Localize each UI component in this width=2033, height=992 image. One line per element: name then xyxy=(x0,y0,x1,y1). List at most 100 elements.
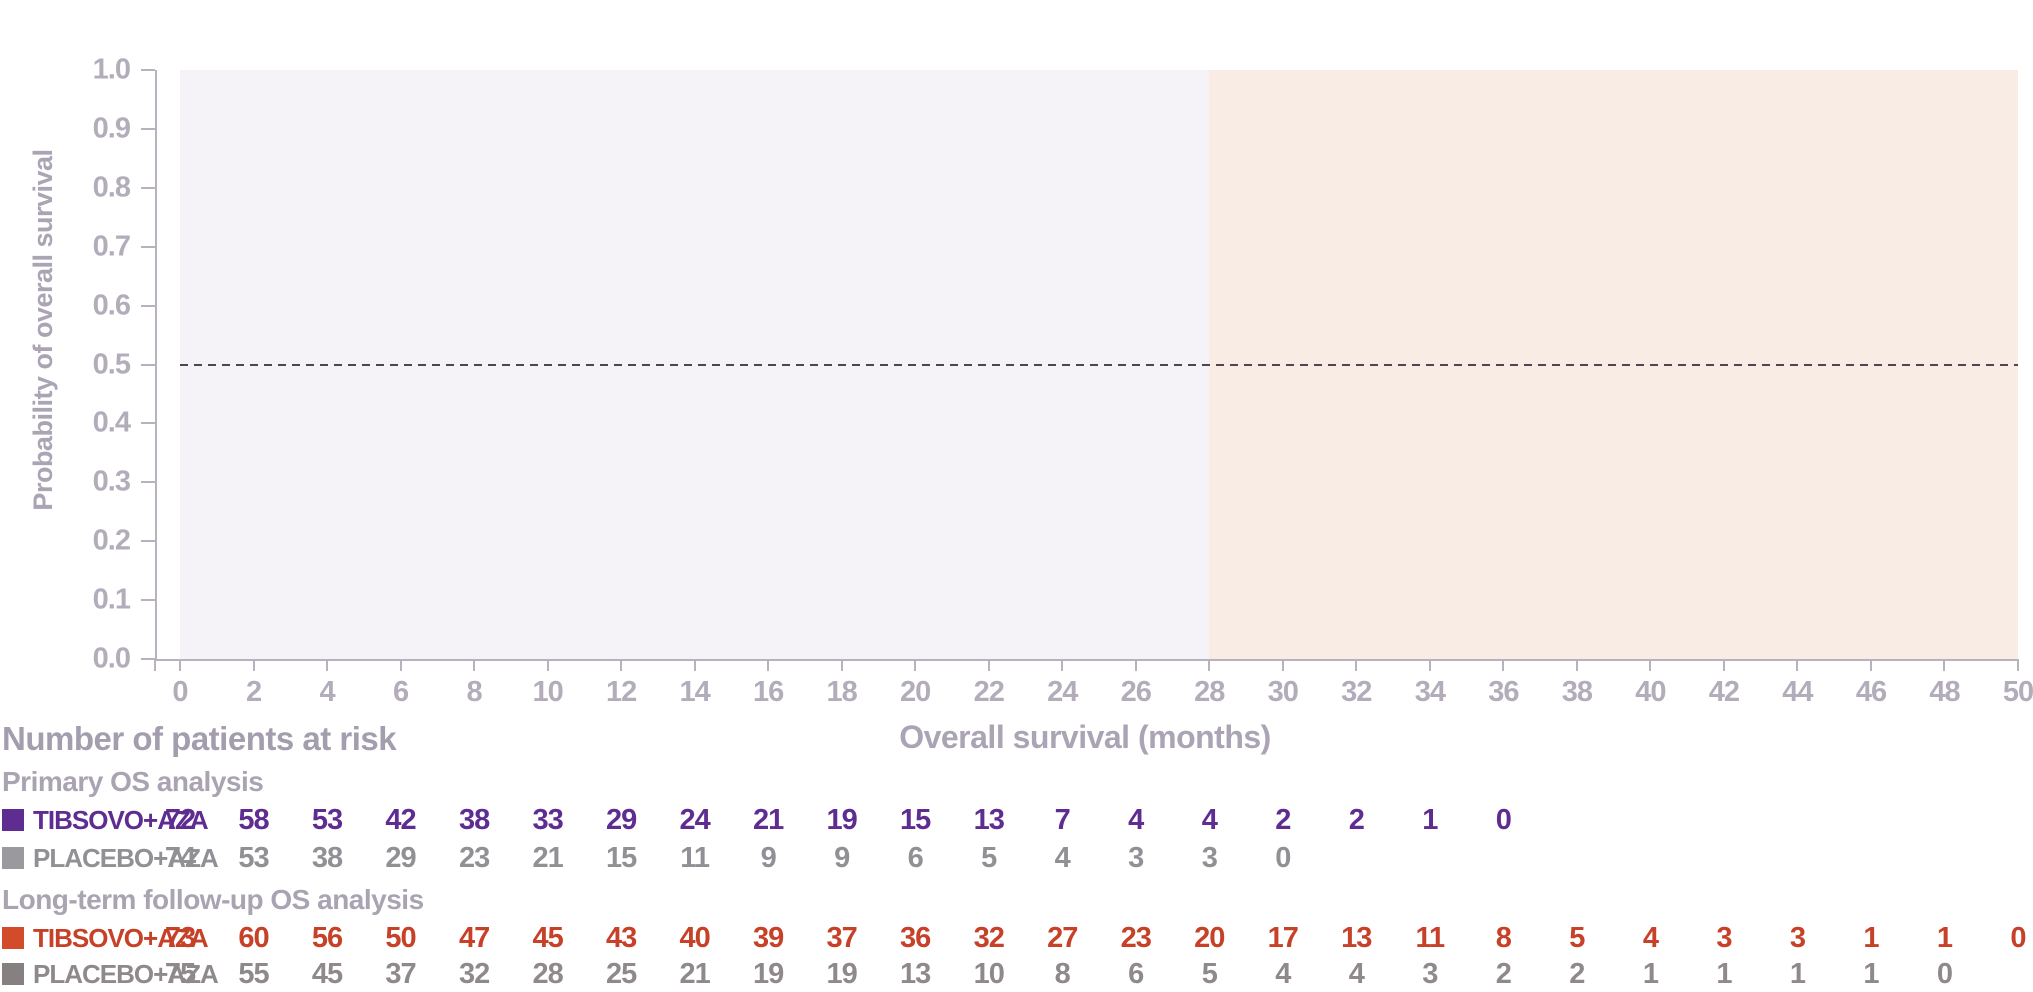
risk-value: 23 xyxy=(458,842,490,874)
y-tick-mark xyxy=(141,422,155,425)
x-tick-mark xyxy=(1355,659,1358,671)
x-tick-label: 22 xyxy=(973,676,1005,708)
risk-value: 4 xyxy=(1054,842,1071,874)
y-tick-mark xyxy=(141,540,155,543)
risk-value: 19 xyxy=(826,958,858,990)
risk-value: 55 xyxy=(238,958,269,990)
risk-value: 29 xyxy=(385,842,416,874)
x-tick-mark xyxy=(1943,659,1946,671)
risk-value: 45 xyxy=(311,958,343,990)
x-tick-label: 16 xyxy=(753,676,784,708)
risk-row-tibsovo-aza: TIBSOVO+AZA 73 60 56 50 47 45 43 40 39 37 36 32 27 23 2… xyxy=(0,920,2033,956)
x-axis-spine xyxy=(154,659,2018,661)
risk-value: 5 xyxy=(981,842,997,874)
risk-row-placebo-aza: PLACEBO+AZA 75 55 45 37 32 28 25 21 19 19 13 10 8 6 5 4 4… xyxy=(0,956,2033,992)
y-tick-label: 0.0 xyxy=(92,642,131,675)
x-tick-mark xyxy=(767,659,770,671)
x-tick-mark xyxy=(179,659,181,671)
y-tick-label: 0.5 xyxy=(92,348,131,380)
x-axis-title: Overall survival (months) xyxy=(899,719,1271,755)
x-tick-mark xyxy=(1796,659,1799,671)
risk-value: 13 xyxy=(973,804,1005,836)
x-tick-label: 34 xyxy=(1414,676,1446,708)
x-tick-mark xyxy=(1281,659,1284,671)
risk-value: 2 xyxy=(1348,804,1365,836)
risk-value: 8 xyxy=(1054,958,1071,990)
y-axis-spine xyxy=(155,70,157,661)
y-tick-label: 1.0 xyxy=(92,53,131,86)
risk-value: 4 xyxy=(1128,804,1144,836)
y-tick-mark xyxy=(141,481,155,484)
risk-value: 25 xyxy=(605,958,637,990)
risk-value: 10 xyxy=(973,958,1005,990)
risk-value: 2 xyxy=(1495,958,1512,990)
x-tick-mark xyxy=(1575,659,1578,671)
risk-value: 75 xyxy=(164,958,196,990)
risk-value: 9 xyxy=(834,842,850,874)
risk-row-tibsovo-aza: TIBSOVO+AZA 72 58 53 42 38 33 29 24 21 19 15 13 7 4 4 2 2… xyxy=(0,802,2033,838)
y-tick-label: 0.2 xyxy=(92,524,131,557)
y-tick-label: 0.3 xyxy=(92,465,131,498)
risk-value: 1 xyxy=(1642,958,1659,990)
x-tick-mark xyxy=(2017,659,2019,671)
risk-value: 1 xyxy=(1789,958,1806,990)
risk-value: 3 xyxy=(1128,842,1144,874)
y-tick-label: 0.9 xyxy=(92,112,131,145)
risk-value: 13 xyxy=(1341,922,1372,954)
risk-value: 58 xyxy=(238,804,269,836)
x-tick-mark xyxy=(693,659,696,671)
x-tick-mark xyxy=(1649,659,1652,671)
risk-value: 8 xyxy=(1495,922,1512,954)
x-tick-mark xyxy=(326,659,329,671)
risk-value: 5 xyxy=(1201,958,1218,990)
risk-value: 15 xyxy=(900,804,931,836)
risk-value: 3 xyxy=(1716,922,1732,954)
x-tick-mark xyxy=(620,659,623,671)
risk-value: 43 xyxy=(605,922,637,954)
risk-value: 73 xyxy=(164,922,196,954)
risk-value: 11 xyxy=(680,842,710,874)
risk-value: 21 xyxy=(753,804,784,836)
legend-swatch-icon xyxy=(2,963,24,985)
risk-row-placebo-aza: PLACEBO+AZA 74 53 38 29 23 21 15 11 9 9 6 5 4 3 3 0 xyxy=(0,840,2033,876)
x-tick-mark xyxy=(1869,659,1872,671)
risk-value: 4 xyxy=(1348,958,1365,990)
risk-value: 29 xyxy=(605,804,637,836)
risk-value: 11 xyxy=(1415,922,1445,954)
risk-value: 40 xyxy=(679,922,710,954)
x-tick-label: 6 xyxy=(392,676,409,708)
x-tick-label: 12 xyxy=(605,676,637,708)
x-tick-label: 10 xyxy=(532,676,563,708)
y-tick-mark xyxy=(141,304,155,307)
x-tick-label: 14 xyxy=(679,676,710,708)
risk-value: 60 xyxy=(238,922,269,954)
x-tick-label: 30 xyxy=(1267,676,1299,708)
risk-value: 3 xyxy=(1789,922,1806,954)
x-tick-label: 42 xyxy=(1708,676,1740,708)
risk-value: 20 xyxy=(1194,922,1225,954)
y-axis-title: Probability of overall survival xyxy=(28,149,58,511)
x-tick-mark xyxy=(1502,659,1505,671)
y-tick-label: 0.6 xyxy=(92,289,131,322)
risk-value: 2 xyxy=(1569,958,1585,990)
x-tick-mark xyxy=(154,659,156,671)
risk-value: 21 xyxy=(679,958,710,990)
risk-value: 4 xyxy=(1642,922,1659,954)
risk-value: 37 xyxy=(826,922,858,954)
risk-value: 28 xyxy=(532,958,563,990)
risk-value: 3 xyxy=(1422,958,1438,990)
x-tick-mark xyxy=(914,659,917,671)
y-tick-mark xyxy=(141,69,155,71)
x-tick-label: 36 xyxy=(1488,676,1519,708)
risk-value: 15 xyxy=(605,842,637,874)
y-tick-mark xyxy=(141,658,155,660)
risk-value: 53 xyxy=(238,842,269,874)
x-tick-label: 40 xyxy=(1635,676,1666,708)
risk-value: 2 xyxy=(1275,804,1291,836)
x-tick-mark xyxy=(399,659,402,671)
risk-value: 1 xyxy=(1936,922,1953,954)
risk-value: 50 xyxy=(385,922,416,954)
x-tick-label: 24 xyxy=(1047,676,1078,708)
x-tick-mark xyxy=(987,659,990,671)
